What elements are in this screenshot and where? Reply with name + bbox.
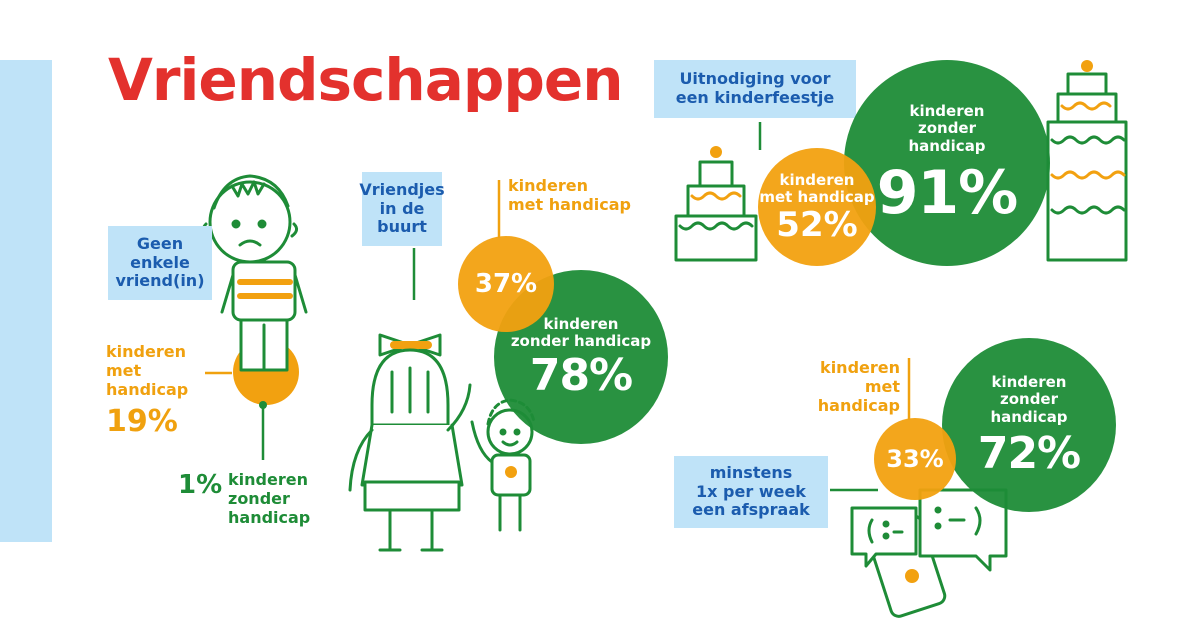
label-line: handicap [228,508,311,528]
weekly-without-circle: kinderen zonder handicap 72% [942,338,1116,512]
small-child-icon [470,398,536,532]
phone-chat-icon [850,488,1008,618]
girl-with-bow-icon [348,333,472,552]
friendless-with-label: kinderen met handicap [106,342,188,400]
bubble-line: Vriendjes [359,179,445,199]
bubble-line: een afspraak [692,500,810,520]
circle-label-line: met handicap [759,188,875,206]
label-line: kinderen [228,470,308,489]
sad-child-icon [201,174,308,409]
label-line: met handicap [817,377,900,416]
circle-label-line: handicap [908,136,986,155]
party-bubble: Uitnodiging voor een kinderfeestje [654,60,856,118]
bubble-line: 1x per week [696,481,806,501]
bubble-line: vriend(in) [115,271,205,291]
weekly-bubble: minstens 1x per week een afspraak [674,456,828,528]
neighbourhood-with-circle: 37% [458,236,554,332]
label-line: kinderen [508,176,588,195]
page-title: Vriendschappen [108,46,624,114]
bubble-line: een kinderfeestje [675,88,835,107]
label-line: handicap [106,380,189,400]
label-line: kinderen [106,342,186,361]
circle-label-line: kinderen [779,170,855,189]
friendless-bubble: Geen enkele vriend(in) [108,226,212,300]
circle-label-line: zonder handicap [510,332,652,350]
circle-label-line: kinderen [909,102,985,121]
friendless-without-pct: 1% [178,470,223,500]
circle-label-line: kinderen [543,314,619,333]
circle-pct: 37% [474,269,538,299]
weekly-with-label: kinderen met handicap [808,358,900,416]
circle-pct: 52% [776,205,858,246]
circle-pct: 72% [977,427,1081,479]
neighbourhood-without-circle: kinderen zonder handicap 78% [494,270,668,444]
label-line: kinderen [820,358,900,377]
circle-pct: 78% [529,350,633,402]
party-without-circle: kinderen zonder handicap 91% [844,60,1050,266]
circle-label-line: handicap [990,407,1068,426]
small-cake-icon [674,146,758,262]
party-with-circle: kinderen met handicap 52% [758,148,876,266]
bubble-line: buurt [377,217,427,237]
circle-pct: 91% [876,157,1019,228]
circle-label-line: kinderen [991,373,1067,392]
circle-label-line: zonder [917,119,977,138]
circle-pct: 33% [886,445,944,473]
left-accent-bar [0,60,52,542]
bubble-line: Uitnodiging voor [679,69,831,89]
neighbourhood-bubble: Vriendjes in de buurt [359,172,445,246]
label-line: met handicap [508,195,631,215]
bubble-line: enkele [130,252,190,272]
label-line: zonder [228,489,290,509]
bubble-line: Geen [136,233,184,253]
friendless-without-label: kinderen zonder handicap [228,470,310,528]
bubble-line: in de [379,198,425,218]
friendless-with-pct: 19% [106,404,178,439]
neighbourhood-with-label: kinderen met handicap [508,176,631,214]
bubble-line: minstens [709,462,793,482]
weekly-with-circle: 33% [874,418,956,500]
tall-cake-icon [1046,60,1128,262]
circle-label-line: zonder [999,390,1059,409]
label-line: met [106,361,142,381]
